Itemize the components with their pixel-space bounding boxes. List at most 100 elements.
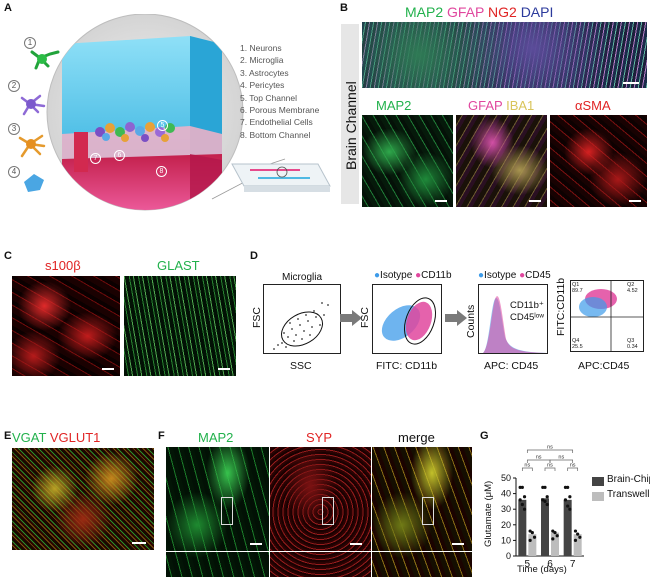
- scale-bar: [132, 542, 146, 544]
- f-map2-image: [166, 447, 269, 577]
- plot1-ylabel: FSC: [251, 307, 263, 328]
- legend-item-neurons: 1. Neurons: [240, 43, 282, 53]
- legend-item-bottom-channel: 8. Bottom Channel: [240, 129, 311, 140]
- data-point: [553, 531, 557, 535]
- bar-brain-chip-day-7: [563, 499, 572, 556]
- f-syp-image: [270, 447, 371, 577]
- legend-swatch-brain-chip: [592, 477, 604, 486]
- scale-bar: [218, 368, 230, 370]
- chart-axes: [513, 477, 584, 557]
- y-tick-label: 10: [501, 535, 511, 545]
- number-1-badge: 1: [24, 37, 36, 49]
- significance-label: ns: [570, 463, 576, 469]
- title-map2: MAP2: [405, 4, 444, 20]
- significance-bracket: [521, 467, 533, 471]
- legend-item-astrocytes: 3. Astrocytes: [240, 67, 289, 78]
- microglia-gate-label: Microglia: [282, 272, 323, 283]
- arrow-right-icon: [340, 310, 362, 326]
- fsc-ssc-scatter: [273, 302, 329, 350]
- significance-bracket: [544, 467, 556, 471]
- data-point: [543, 499, 547, 503]
- data-point: [522, 495, 527, 499]
- f-merge-image: [372, 447, 472, 577]
- roi-box: [322, 497, 334, 525]
- s100b-image: [12, 276, 120, 376]
- divider: [166, 551, 269, 552]
- y-tick-label: 30: [501, 504, 511, 514]
- gfap-iba1-image: [456, 115, 547, 207]
- legend-dot-icon: ●: [415, 270, 422, 281]
- plot2-ylabel: FSC: [359, 307, 371, 328]
- significance-bracket: [567, 467, 579, 471]
- data-point: [563, 485, 568, 489]
- plot4-ylabel: FITC:CD11b: [555, 277, 567, 336]
- cd11b-cd45-scatter: [571, 281, 643, 351]
- scale-bar: [529, 200, 541, 202]
- plot2-legend: ●Isotype ●CD11b: [374, 270, 452, 281]
- data-point: [566, 485, 570, 489]
- data-point: [545, 502, 549, 507]
- legend-dot-icon: ●: [478, 270, 485, 281]
- title-s100b: s100β: [45, 258, 81, 273]
- significance-bracket: [526, 449, 574, 453]
- fsc-cd11b-scatter: [381, 297, 437, 345]
- legend-swatch-transwell: [592, 492, 604, 501]
- significance-bracket: [549, 459, 574, 463]
- data-point: [520, 485, 524, 489]
- data-point: [555, 534, 559, 538]
- data-point: [543, 485, 547, 489]
- scale-bar: [435, 200, 447, 202]
- asma-image: [550, 115, 647, 207]
- divider: [270, 551, 371, 552]
- map2-image: [362, 115, 453, 207]
- title-f-map2: MAP2: [198, 430, 234, 445]
- x-tick-label: 6: [547, 559, 553, 570]
- x-tick-label: 7: [570, 559, 576, 570]
- q1-label: Q1 89.7: [572, 282, 583, 294]
- plot1-xlabel: SSC: [290, 360, 312, 372]
- panel-c-label: C: [4, 250, 12, 262]
- data-point: [573, 538, 578, 542]
- number-5-badge: 5: [157, 120, 168, 131]
- plot2-xlabel: FITC: CD11b: [376, 360, 438, 372]
- astrocyte-icon: [18, 134, 46, 158]
- data-point: [568, 495, 572, 499]
- data-point: [578, 535, 582, 539]
- title-b-map2: MAP2: [376, 98, 412, 113]
- bar-brain-chip-day-6: [541, 498, 549, 556]
- title-ng2: NG2: [488, 4, 517, 20]
- data-point: [541, 485, 545, 489]
- data-point: [568, 507, 572, 511]
- scale-bar: [250, 543, 262, 545]
- plot3-annotation-2: CD45ˡᵒʷ: [510, 312, 544, 323]
- number-3-badge: 3: [8, 123, 20, 135]
- legend-dot-icon: ●: [519, 270, 526, 281]
- number-4-badge: 4: [8, 166, 20, 178]
- plot4-xlabel: APC:CD45: [578, 360, 630, 372]
- bar-transwell-day-7: [573, 534, 582, 556]
- significance-label: ns: [547, 463, 553, 469]
- data-point: [532, 535, 537, 539]
- title-b-asma: αSMA: [575, 98, 611, 113]
- legend-item-top-channel: 5. Top Channel: [240, 92, 298, 103]
- bar-brain-chip-day-5: [518, 499, 527, 556]
- panel-g-label: G: [480, 430, 489, 442]
- panel-b-top-title: MAP2 GFAP NG2 DAPI: [405, 4, 553, 20]
- legend-item-microglia: 2. Microglia: [240, 55, 284, 66]
- panel-b-label: B: [340, 2, 348, 14]
- chart-bars: [518, 498, 582, 556]
- g-xlabel: Time (days): [517, 564, 567, 575]
- panel-e-title: VGAT VGLUT1: [12, 430, 100, 445]
- scale-bar: [452, 543, 464, 545]
- data-point: [573, 529, 578, 533]
- number-2-badge: 2: [8, 80, 20, 92]
- significance-label: ns: [558, 455, 564, 461]
- pericyte-icon: [24, 174, 44, 192]
- scale-bar: [350, 543, 362, 545]
- data-point: [522, 507, 527, 511]
- title-gfap: GFAP: [447, 4, 485, 20]
- g-ylabel: Glutamate (μM): [483, 480, 494, 547]
- title-b-gfap-iba1: GFAP IBA1: [468, 98, 534, 113]
- legend-dot-icon: ●: [374, 270, 381, 281]
